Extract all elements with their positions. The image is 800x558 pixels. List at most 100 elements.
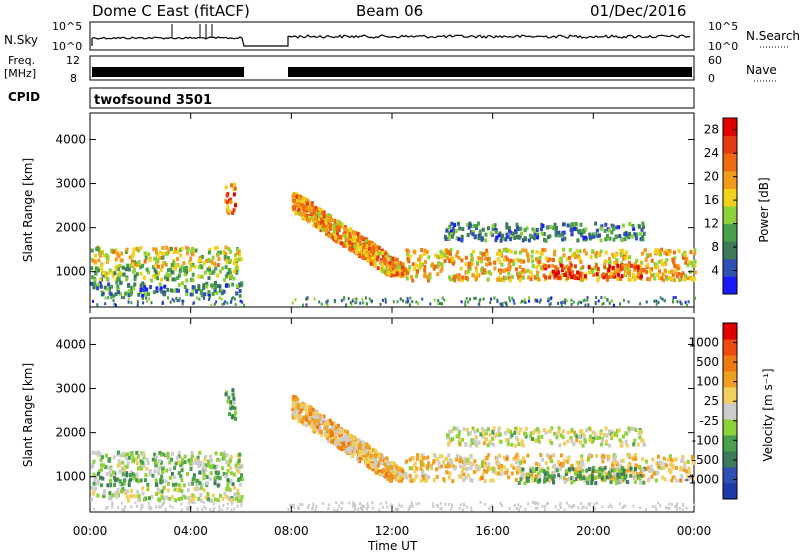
echo-cell	[338, 221, 342, 226]
echo-cell	[550, 441, 554, 445]
echo-cell	[667, 251, 671, 256]
ground-scatter-cell	[338, 504, 341, 508]
echo-cell	[451, 257, 455, 262]
ground-scatter-cell	[657, 501, 659, 505]
echo-cell	[107, 459, 111, 463]
ground-scatter-cell	[661, 297, 664, 301]
nsky-label: N.Sky	[4, 33, 38, 47]
echo-cell	[596, 266, 600, 271]
echo-cell	[119, 453, 123, 458]
echo-cell	[613, 454, 617, 459]
ground-scatter-cell	[398, 503, 401, 507]
echo-cell	[233, 492, 237, 497]
echo-cell	[473, 429, 477, 434]
echo-cell	[675, 478, 679, 483]
echo-cell	[645, 253, 649, 258]
echo-cell	[101, 271, 105, 276]
echo-cell	[521, 467, 525, 472]
echo-cell	[549, 474, 553, 479]
ground-scatter-cell	[437, 299, 440, 302]
echo-cell	[326, 423, 330, 428]
echo-cell	[216, 471, 220, 476]
echo-cell	[428, 272, 432, 277]
echo-cell	[566, 456, 570, 461]
x-tick-label: 00:00	[677, 524, 712, 538]
echo-cell	[207, 463, 211, 468]
echo-cell	[145, 292, 149, 297]
ground-scatter-cell	[508, 296, 511, 300]
echo-cell	[649, 464, 653, 469]
echo-cell	[448, 251, 452, 256]
echo-cell	[448, 471, 452, 476]
echo-cell	[202, 488, 206, 493]
echo-cell	[358, 253, 361, 258]
echo-cell	[475, 260, 479, 265]
echo-cell	[135, 461, 139, 466]
echo-cell	[425, 250, 429, 255]
echo-cell	[371, 456, 375, 461]
ground-scatter-cell	[350, 303, 353, 307]
echo-cell	[446, 236, 450, 241]
echo-cell	[485, 252, 489, 257]
echo-cell	[349, 227, 353, 232]
echo-cell	[469, 478, 473, 482]
ground-scatter-cell	[582, 299, 585, 303]
ground-scatter-cell	[227, 502, 230, 506]
colorbar-swatch	[723, 223, 737, 242]
ground-scatter-cell	[127, 297, 130, 301]
echo-cell	[524, 248, 528, 253]
echo-cell	[170, 288, 173, 293]
echo-cell	[185, 265, 189, 270]
echo-cell	[559, 256, 563, 261]
echo-cell	[295, 199, 299, 204]
echo-cell	[563, 236, 567, 241]
echo-cell	[545, 225, 549, 230]
echo-cell	[519, 466, 523, 471]
echo-cell	[482, 441, 486, 446]
echo-cell	[395, 272, 399, 277]
ground-scatter-cell	[469, 297, 471, 301]
ground-scatter-cell	[178, 298, 181, 302]
echo-cell	[485, 248, 489, 253]
echo-cell	[608, 256, 611, 261]
echo-cell	[625, 255, 629, 260]
echo-cell	[343, 234, 347, 239]
date-title: 01/Dec/2016	[590, 2, 686, 20]
echo-cell	[612, 227, 616, 232]
echo-cell	[405, 276, 409, 281]
echo-cell	[195, 478, 199, 483]
echo-cell	[674, 270, 678, 275]
echo-cell	[656, 264, 660, 269]
echo-cell	[202, 468, 205, 473]
echo-cell	[627, 429, 631, 434]
echo-cell	[301, 418, 305, 423]
echo-cell	[612, 272, 616, 277]
echo-cell	[527, 258, 530, 263]
echo-cell	[455, 253, 459, 258]
ground-scatter-cell	[515, 506, 518, 510]
echo-cell	[497, 465, 501, 470]
echo-cell	[116, 290, 120, 295]
echo-cell	[591, 430, 595, 435]
echo-cell	[625, 266, 629, 271]
echo-cell	[208, 498, 212, 503]
ground-scatter-cell	[613, 303, 615, 307]
ground-scatter-cell	[547, 299, 550, 303]
ground-scatter-cell	[111, 502, 114, 506]
echo-cell	[548, 257, 551, 262]
echo-cell	[404, 472, 408, 477]
echo-cell	[616, 277, 620, 282]
echo-cell	[236, 491, 240, 495]
echo-cell	[366, 445, 370, 450]
ground-scatter-cell	[547, 297, 550, 301]
echo-cell	[502, 268, 506, 273]
echo-cell	[93, 477, 97, 482]
echo-cell	[507, 475, 511, 480]
echo-cell	[570, 463, 574, 468]
echo-cell	[531, 264, 535, 269]
echo-cell	[216, 483, 220, 488]
echo-cell	[523, 459, 526, 464]
echo-cell	[171, 471, 174, 476]
ground-scatter-cell	[417, 302, 420, 305]
echo-cell	[681, 252, 685, 257]
